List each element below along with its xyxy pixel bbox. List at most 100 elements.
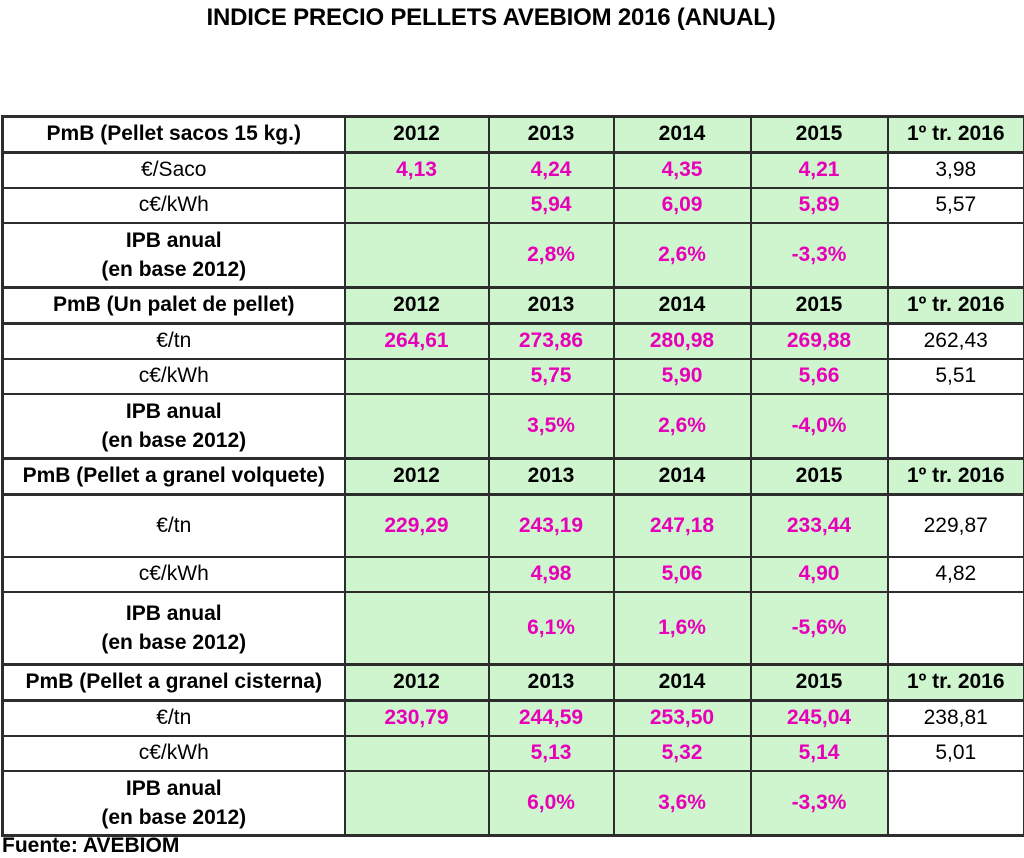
section-header-cell: PmB (Pellet a granel cisterna) [1, 663, 346, 702]
value-cell: 5,90 [612, 357, 752, 395]
value-cell: 4,98 [487, 555, 615, 593]
value-cell: 4,13 [343, 151, 490, 189]
page-title: INDICE PRECIO PELLETS AVEBIOM 2016 (ANUA… [206, 4, 776, 31]
value-cell: 2,8% [487, 221, 615, 289]
value-cell: 5,14 [749, 734, 889, 772]
value-cell: 6,1% [487, 590, 615, 666]
table-row: IPB anual (en base 2012) 6,1% 1,6% -5,6% [1, 590, 1024, 666]
value-cell: 5,94 [487, 186, 615, 224]
section-header-cell: PmB (Un palet de pellet) [1, 286, 346, 325]
row-label-line: (en base 2012) [101, 428, 247, 452]
pellet-price-table: PmB (Pellet sacos 15 kg.) 2012 2013 2014 201… [1, 115, 1024, 837]
value-cell: 3,5% [487, 392, 615, 460]
value-cell: 2,6% [612, 221, 752, 289]
value-cell: 5,51 [886, 357, 1024, 395]
table-row: €/tn 230,79 244,59 253,50 245,04 238,81 [1, 699, 1024, 737]
year-header-cell: 2014 [612, 663, 752, 702]
table-row: c€/kWh 4,98 5,06 4,90 4,82 [1, 555, 1024, 593]
value-cell: 5,75 [487, 357, 615, 395]
row-label-cell: IPB anual (en base 2012) [1, 221, 346, 289]
value-cell: 2,6% [612, 392, 752, 460]
year-header-cell: 2015 [749, 286, 889, 325]
year-header-cell: 2015 [749, 457, 889, 496]
table-row: c€/kWh 5,94 6,09 5,89 5,57 [1, 186, 1024, 224]
value-cell: 3,98 [886, 151, 1024, 189]
section-header-cell: PmB (Pellet sacos 15 kg.) [1, 115, 346, 154]
section-header-row: PmB (Pellet sacos 15 kg.) 2012 2013 2014 201… [1, 115, 1024, 154]
row-label-cell: IPB anual (en base 2012) [1, 590, 346, 666]
year-header-cell: 2012 [343, 457, 490, 496]
value-cell: 4,90 [749, 555, 889, 593]
empty-cell [343, 734, 490, 772]
value-cell: 5,89 [749, 186, 889, 224]
value-cell: -4,0% [749, 392, 889, 460]
value-cell: -3,3% [749, 769, 889, 837]
year-header-cell: 2015 [749, 115, 889, 154]
value-cell: 6,09 [612, 186, 752, 224]
row-label-cell: IPB anual (en base 2012) [1, 769, 346, 837]
value-cell: 5,01 [886, 734, 1024, 772]
year-header-cell: 2013 [487, 457, 615, 496]
value-cell: 4,82 [886, 555, 1024, 593]
row-label-cell: c€/kWh [1, 734, 346, 772]
value-cell: 4,24 [487, 151, 615, 189]
section-header-row: PmB (Pellet a granel volquete) 2012 2013 20… [1, 457, 1024, 496]
table-row: €/tn 264,61 273,86 280,98 269,88 262,43 [1, 322, 1024, 360]
year-header-cell: 2014 [612, 457, 752, 496]
value-cell: -5,6% [749, 590, 889, 666]
source-note: Fuente: AVEBIOM [2, 834, 180, 857]
year-header-cell: 1º tr. 2016 [886, 457, 1024, 496]
value-cell: 269,88 [749, 322, 889, 360]
section-header-row: PmB (Pellet a granel cisterna) 2012 2013 20… [1, 663, 1024, 702]
empty-cell [343, 555, 490, 593]
value-cell: 5,66 [749, 357, 889, 395]
row-label-line: IPB anual [125, 776, 222, 800]
empty-cell [343, 221, 490, 289]
value-cell: 5,06 [612, 555, 752, 593]
value-cell: 229,29 [343, 493, 490, 558]
row-label-line: (en base 2012) [101, 630, 247, 654]
value-cell: 262,43 [886, 322, 1024, 360]
table-row: c€/kWh 5,13 5,32 5,14 5,01 [1, 734, 1024, 772]
row-label-cell: €/tn [1, 699, 346, 737]
value-cell: 4,35 [612, 151, 752, 189]
row-label-line: (en base 2012) [101, 805, 247, 829]
section-header-row: PmB (Un palet de pellet) 2012 2013 2014 2015… [1, 286, 1024, 325]
value-cell: 253,50 [612, 699, 752, 737]
value-cell: 264,61 [343, 322, 490, 360]
empty-cell [886, 221, 1024, 289]
row-label-line: IPB anual [125, 228, 222, 252]
value-cell: -3,3% [749, 221, 889, 289]
empty-cell [886, 392, 1024, 460]
table-row: €/tn 229,29 243,19 247,18 233,44 229,87 [1, 493, 1024, 558]
row-label-cell: €/tn [1, 493, 346, 558]
row-label-cell: c€/kWh [1, 357, 346, 395]
empty-cell [886, 590, 1024, 666]
empty-cell [343, 357, 490, 395]
empty-cell [343, 392, 490, 460]
value-cell: 243,19 [487, 493, 615, 558]
section-header-cell: PmB (Pellet a granel volquete) [1, 457, 346, 496]
empty-cell [886, 769, 1024, 837]
pellet-price-table-body: PmB (Pellet sacos 15 kg.) 2012 2013 2014 201… [1, 115, 1024, 837]
value-cell: 4,21 [749, 151, 889, 189]
value-cell: 238,81 [886, 699, 1024, 737]
row-label-cell: IPB anual (en base 2012) [1, 392, 346, 460]
year-header-cell: 2012 [343, 115, 490, 154]
value-cell: 273,86 [487, 322, 615, 360]
year-header-cell: 2014 [612, 286, 752, 325]
value-cell: 280,98 [612, 322, 752, 360]
value-cell: 244,59 [487, 699, 615, 737]
value-cell: 230,79 [343, 699, 490, 737]
row-label-line: IPB anual [125, 399, 222, 423]
value-cell: 5,57 [886, 186, 1024, 224]
value-cell: 247,18 [612, 493, 752, 558]
year-header-cell: 2014 [612, 115, 752, 154]
table-row: IPB anual (en base 2012) 2,8% 2,6% -3,3% [1, 221, 1024, 289]
year-header-cell: 1º tr. 2016 [886, 115, 1024, 154]
year-header-cell: 2015 [749, 663, 889, 702]
year-header-cell: 2013 [487, 663, 615, 702]
row-label-line: IPB anual [125, 601, 222, 625]
empty-cell [343, 590, 490, 666]
row-label-cell: €/Saco [1, 151, 346, 189]
